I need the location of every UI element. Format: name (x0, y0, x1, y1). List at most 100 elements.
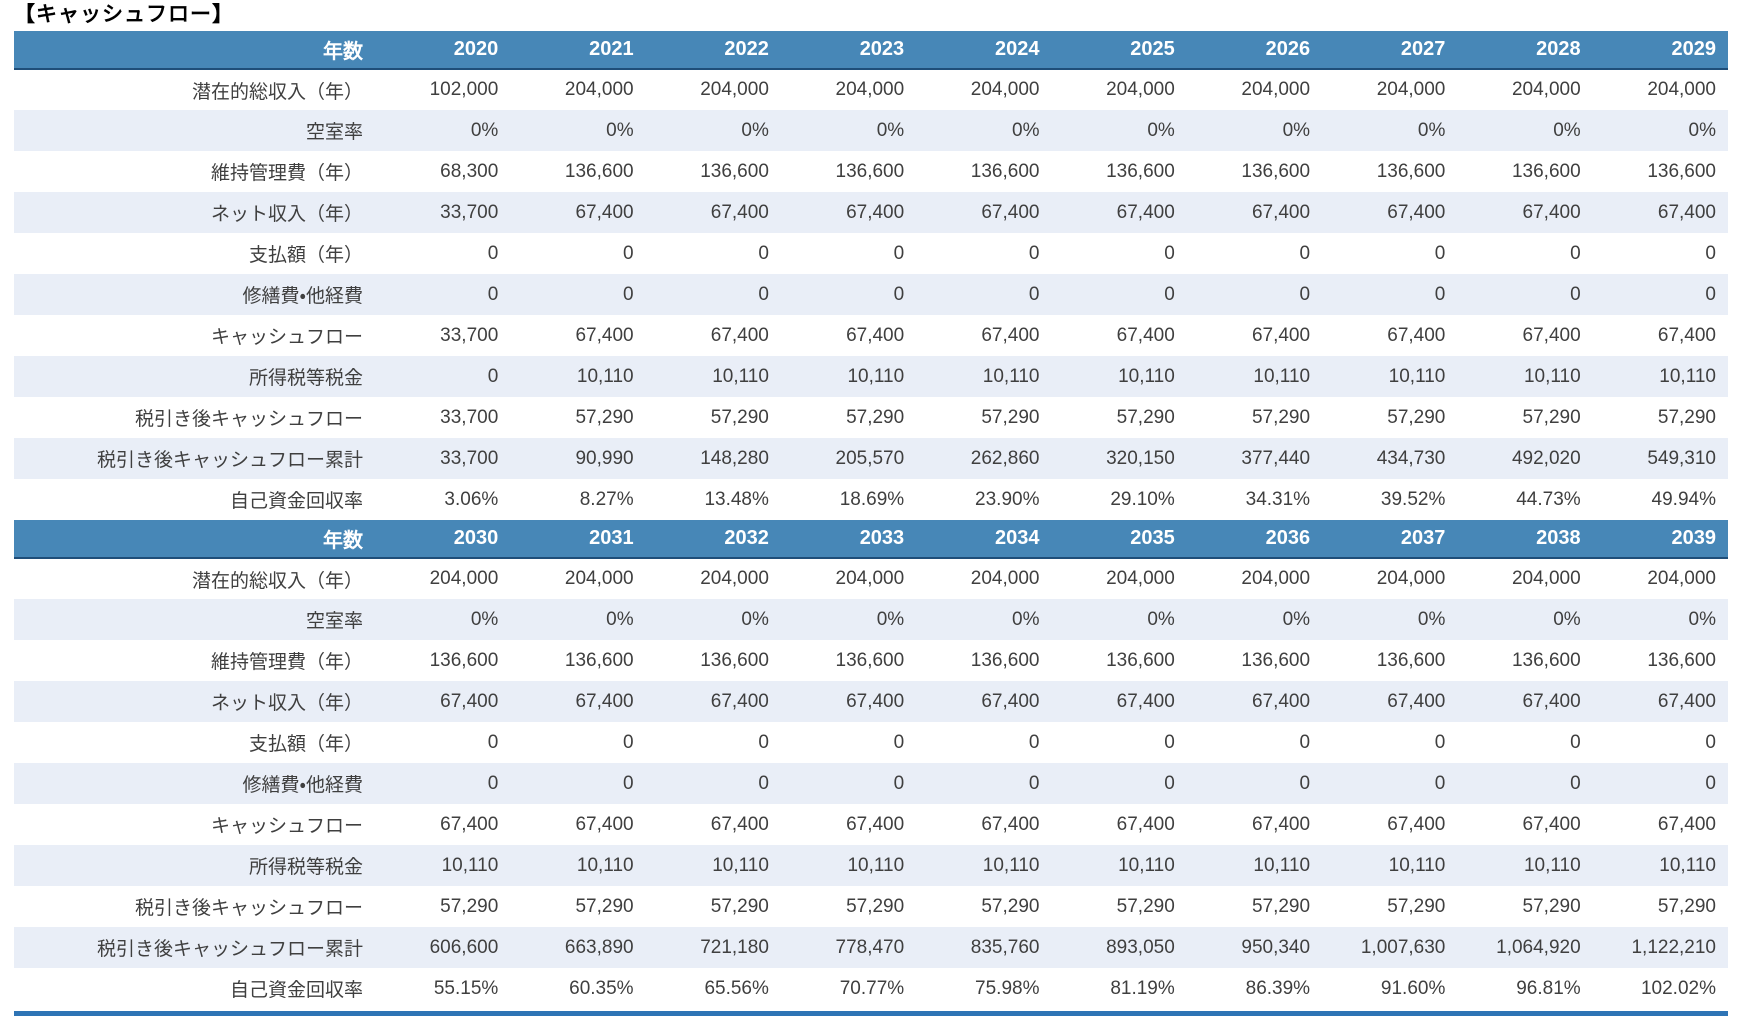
table-row: 修繕費・他経費 0 0 0 0 0 0 0 0 0 0 (14, 763, 1728, 804)
value-cell: 0 (1705, 731, 1716, 753)
value-cell: 57,290 (1387, 895, 1446, 917)
value-cell: 67,400 (846, 813, 905, 835)
value-cell: 67,400 (981, 813, 1040, 835)
value-cell: 57,290 (1116, 406, 1175, 428)
value-cell: 721,180 (700, 936, 769, 958)
value-cell: 0 (758, 242, 769, 264)
row-label: 自己資金回収率 (229, 491, 363, 512)
value-cell: 0 (1028, 242, 1040, 264)
row-label: 潜在的総収入（年） (191, 81, 363, 103)
value-cell: 67,400 (575, 201, 634, 223)
value-cell: 0% (1012, 119, 1040, 141)
value-cell: 57,290 (440, 895, 499, 917)
value-cell: 320,150 (1106, 447, 1175, 469)
value-cell: 0% (606, 119, 634, 141)
row-label: 維持管理費（年） (210, 163, 363, 184)
value-cell: 67,400 (710, 324, 769, 346)
value-cell: 663,890 (564, 936, 634, 958)
value-cell: 10,110 (1659, 365, 1716, 387)
row-label: 税引き後キャッシュフロー累計 (96, 939, 363, 960)
value-cell: 67,400 (981, 690, 1040, 712)
value-cell: 0% (1282, 119, 1311, 141)
value-cell: 205,570 (835, 447, 905, 469)
value-cell: 0 (1434, 772, 1446, 794)
value-cell: 55.15% (433, 977, 499, 999)
row-label: 税引き後キャッシュフロー累計 (96, 450, 363, 471)
value-cell: 67,400 (575, 324, 634, 346)
value-cell: 86.39% (1245, 977, 1311, 999)
year-header-label: 年数 (14, 31, 375, 70)
table-row: 維持管理費（年） 68,300 136,600 136,600 136,600 136,6… (14, 151, 1728, 192)
value-cell: 0% (1553, 608, 1581, 630)
value-cell: 67,400 (1251, 324, 1311, 346)
value-cell: 67,400 (1522, 201, 1581, 223)
value-cell: 136,600 (1647, 160, 1716, 182)
value-cell: 0% (1417, 608, 1446, 630)
value-cell: 377,440 (1241, 447, 1311, 469)
table-header-2030s: 年数 2030 2031 2032 2033 2034 2035 2036 2037 2038 20… (14, 520, 1728, 559)
value-cell: 90,990 (575, 447, 634, 469)
value-cell: 68,300 (440, 160, 499, 182)
table-body-2020s: 潜在的総収入（年） 102,000 204,000 204,000 204,000 204… (14, 69, 1728, 520)
value-cell: 57,290 (1387, 406, 1446, 428)
year-header-row: 年数 2030 2031 2032 2033 2034 2035 2036 2037 2038 20… (14, 520, 1728, 559)
value-cell: 136,600 (835, 649, 905, 671)
value-cell: 136,600 (1106, 160, 1175, 182)
value-cell: 0 (1164, 731, 1175, 753)
row-label: 修繕費・他経費 (242, 775, 363, 796)
value-cell: 136,600 (970, 160, 1040, 182)
value-cell: 0 (623, 242, 634, 264)
value-cell: 8.27% (579, 488, 634, 510)
row-label: 税引き後キャッシュフロー (134, 409, 363, 430)
value-cell: 10,110 (1523, 854, 1581, 876)
value-cell: 204,000 (1376, 79, 1446, 100)
value-cell: 49.94% (1651, 488, 1716, 510)
year-header-cell: 2028 (1457, 31, 1593, 70)
value-cell: 0% (470, 608, 499, 630)
value-cell: 67,400 (1251, 201, 1311, 223)
table-body-2030s: 潜在的総収入（年） 204,000 204,000 204,000 204,000 204… (14, 558, 1728, 1009)
year-header-cell: 2026 (1186, 31, 1323, 70)
value-cell: 0 (893, 283, 905, 305)
row-label: 空室率 (305, 122, 363, 143)
value-cell: 0 (487, 242, 499, 264)
value-cell: 136,600 (835, 160, 905, 182)
value-cell: 1,007,630 (1360, 936, 1446, 958)
row-label: 空室率 (305, 611, 363, 632)
value-cell: 10,110 (847, 365, 905, 387)
value-cell: 893,050 (1106, 936, 1175, 958)
value-cell: 67,400 (1116, 201, 1175, 223)
value-cell: 57,290 (1116, 895, 1175, 917)
value-cell: 0 (1434, 242, 1446, 264)
value-cell: 102,000 (429, 79, 499, 100)
value-cell: 67,400 (846, 201, 905, 223)
value-cell: 136,600 (564, 649, 634, 671)
value-cell: 10,110 (1659, 854, 1716, 876)
value-cell: 549,310 (1647, 447, 1716, 469)
value-cell: 136,600 (1376, 649, 1446, 671)
value-cell: 67,400 (1251, 690, 1311, 712)
value-cell: 204,000 (429, 568, 499, 589)
row-label: 支払額（年） (248, 734, 363, 755)
year-header-cell: 2038 (1457, 520, 1593, 559)
table-row: 税引き後キャッシュフロー 57,290 57,290 57,290 57,290 57,2… (14, 886, 1728, 927)
row-label: 税引き後キャッシュフロー (134, 898, 363, 919)
value-cell: 67,400 (846, 324, 905, 346)
value-cell: 136,600 (1241, 649, 1311, 671)
table-row: ネット収入（年） 67,400 67,400 67,400 67,400 67,400 67… (14, 681, 1728, 722)
row-label: 修繕費・他経費 (242, 286, 363, 307)
value-cell: 23.90% (975, 488, 1040, 510)
value-cell: 0 (1570, 242, 1581, 264)
value-cell: 44.73% (1516, 488, 1581, 510)
table-row: 所得税等税金 0 10,110 10,110 10,110 10,110 10,110 10,… (14, 356, 1728, 397)
value-cell: 0% (741, 119, 769, 141)
value-cell: 10,110 (712, 854, 769, 876)
value-cell: 0 (1299, 772, 1311, 794)
table-row: 自己資金回収率 55.15% 60.35% 65.56% 70.77% 75.98% 81.… (14, 968, 1728, 1009)
year-header-cell: 2033 (780, 520, 917, 559)
value-cell: 67,400 (1251, 813, 1311, 835)
value-cell: 204,000 (1106, 79, 1175, 100)
value-cell: 67,400 (1522, 324, 1581, 346)
table-row: 支払額（年） 0 0 0 0 0 0 0 0 0 0 (14, 233, 1728, 274)
